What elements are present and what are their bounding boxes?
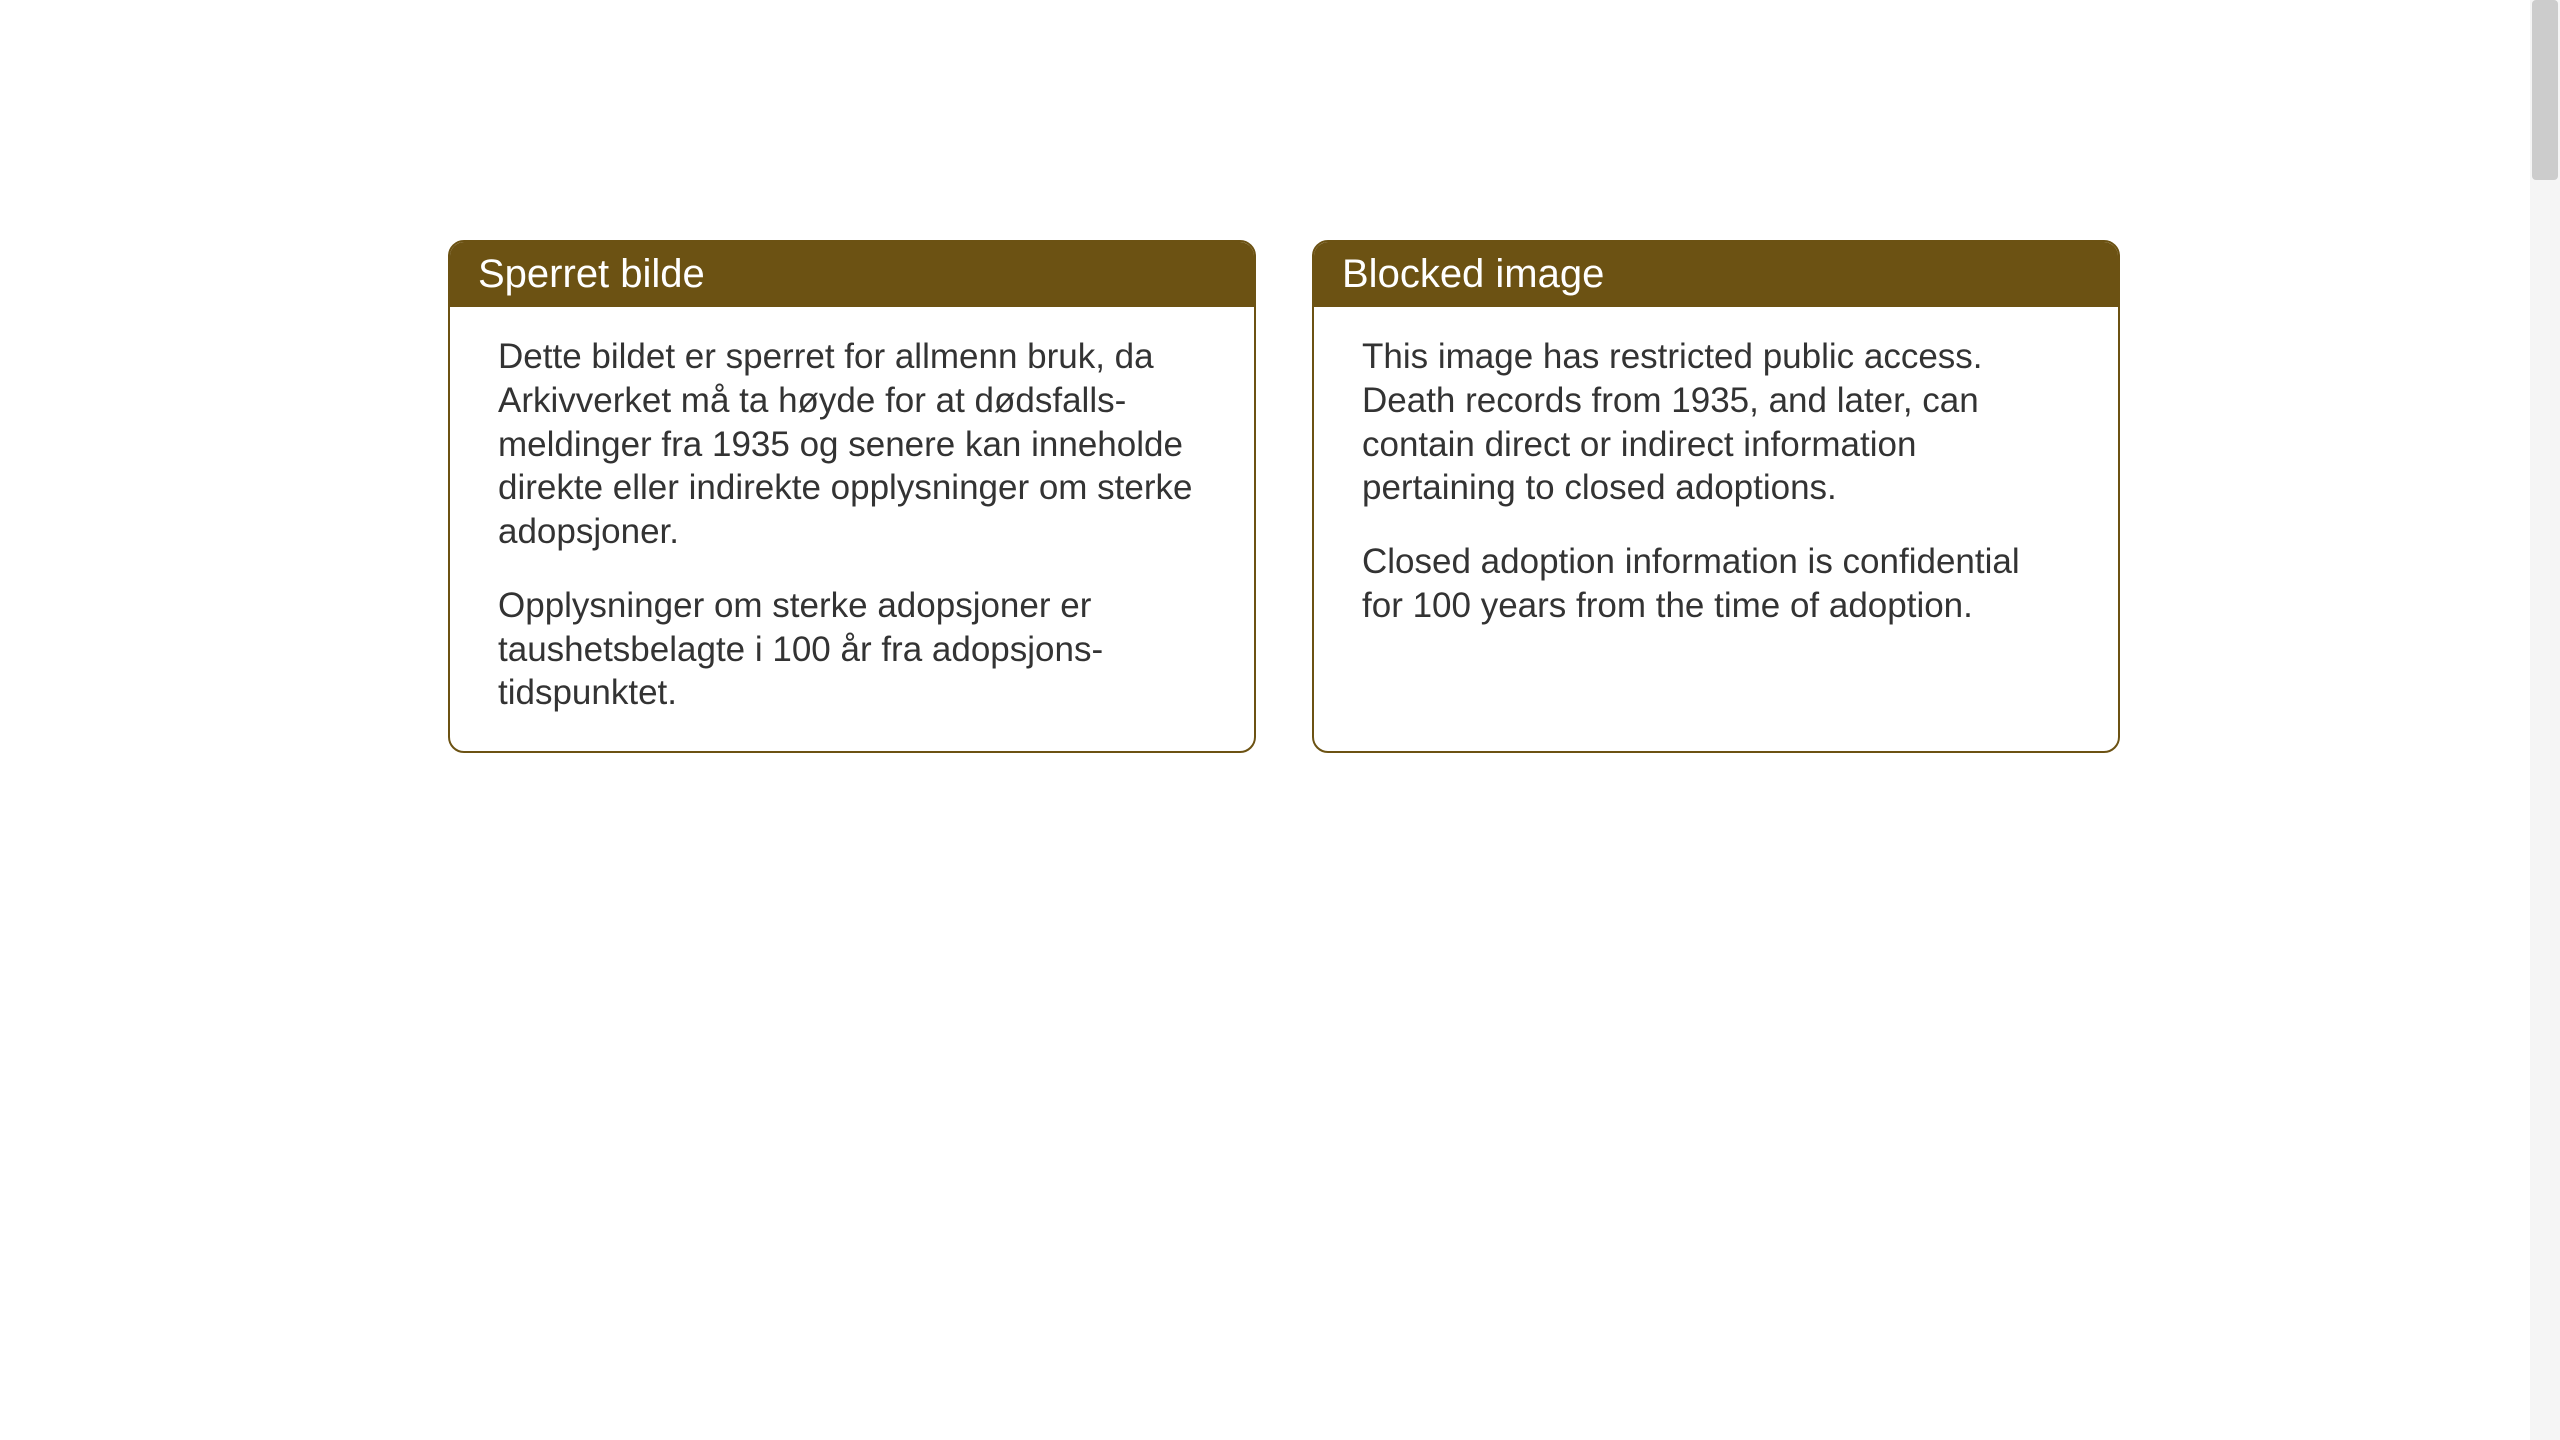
paragraph-2-norwegian: Opplysninger om sterke adopsjoner er tau…	[498, 584, 1206, 715]
card-body-english: This image has restricted public access.…	[1314, 307, 2118, 664]
paragraph-2-english: Closed adoption information is confident…	[1362, 540, 2070, 628]
scrollbar-thumb[interactable]	[2532, 0, 2558, 180]
card-norwegian: Sperret bilde Dette bildet er sperret fo…	[448, 240, 1256, 753]
card-header-norwegian: Sperret bilde	[450, 242, 1254, 307]
cards-container: Sperret bilde Dette bildet er sperret fo…	[448, 240, 2120, 753]
paragraph-1-norwegian: Dette bildet er sperret for allmenn bruk…	[498, 335, 1206, 554]
paragraph-1-english: This image has restricted public access.…	[1362, 335, 2070, 510]
scrollbar-track[interactable]	[2530, 0, 2560, 1440]
card-title-norwegian: Sperret bilde	[478, 252, 705, 296]
card-english: Blocked image This image has restricted …	[1312, 240, 2120, 753]
card-body-norwegian: Dette bildet er sperret for allmenn bruk…	[450, 307, 1254, 751]
card-header-english: Blocked image	[1314, 242, 2118, 307]
card-title-english: Blocked image	[1342, 252, 1604, 296]
